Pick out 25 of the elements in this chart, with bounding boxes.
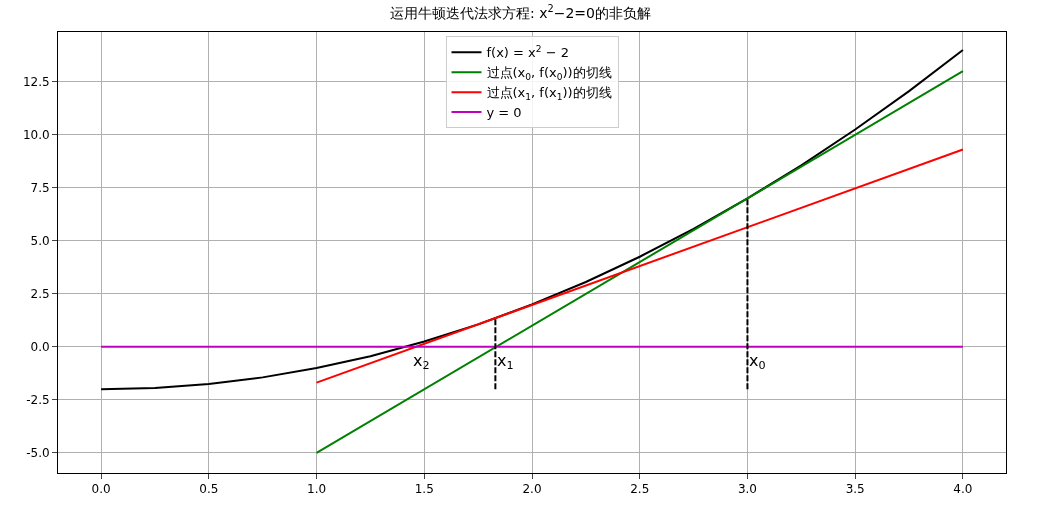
annotation: x$_{0}$ (749, 351, 766, 373)
chart-title: 运用牛顿迭代法求方程: x$^{2}$−2=0的非负解 (390, 2, 651, 21)
y-tick-label: 0.0 (30, 340, 50, 355)
y-tick-label: 7.5 (30, 181, 50, 196)
x-tick-label: 2.0 (522, 482, 542, 497)
x-tick-label: 3.0 (737, 482, 757, 497)
legend-label: 过点(x$_{0}$, f(x$_{0}$))的切线 (486, 65, 612, 83)
x-tick-label: 4.0 (953, 482, 973, 497)
y-tick-label: 12.5 (22, 75, 50, 90)
x-tick-label: 1.0 (307, 482, 327, 497)
x-tick-label: 1.5 (414, 482, 434, 497)
legend-label: 过点(x$_{1}$, f(x$_{1}$))的切线 (486, 85, 612, 102)
x-tick-label: 2.5 (630, 482, 650, 497)
y-tick-label: 2.5 (30, 287, 50, 302)
annotation: x$_{2}$ (413, 351, 430, 373)
annotation: x$_{1}$ (497, 351, 514, 373)
y-tick-label: 10.0 (22, 128, 50, 143)
legend-label: f(x) = x$^{2}$ − 2 (486, 43, 569, 61)
x-tick-label: 0.0 (91, 482, 111, 497)
y-tick-label: 5.0 (30, 234, 50, 249)
y-tick-label: -5.0 (26, 446, 50, 461)
y-tick-label: -2.5 (26, 393, 50, 408)
x-tick-label: 0.5 (199, 482, 219, 497)
x-tick-label: 3.5 (845, 482, 865, 497)
legend-label: y = 0 (486, 105, 522, 121)
